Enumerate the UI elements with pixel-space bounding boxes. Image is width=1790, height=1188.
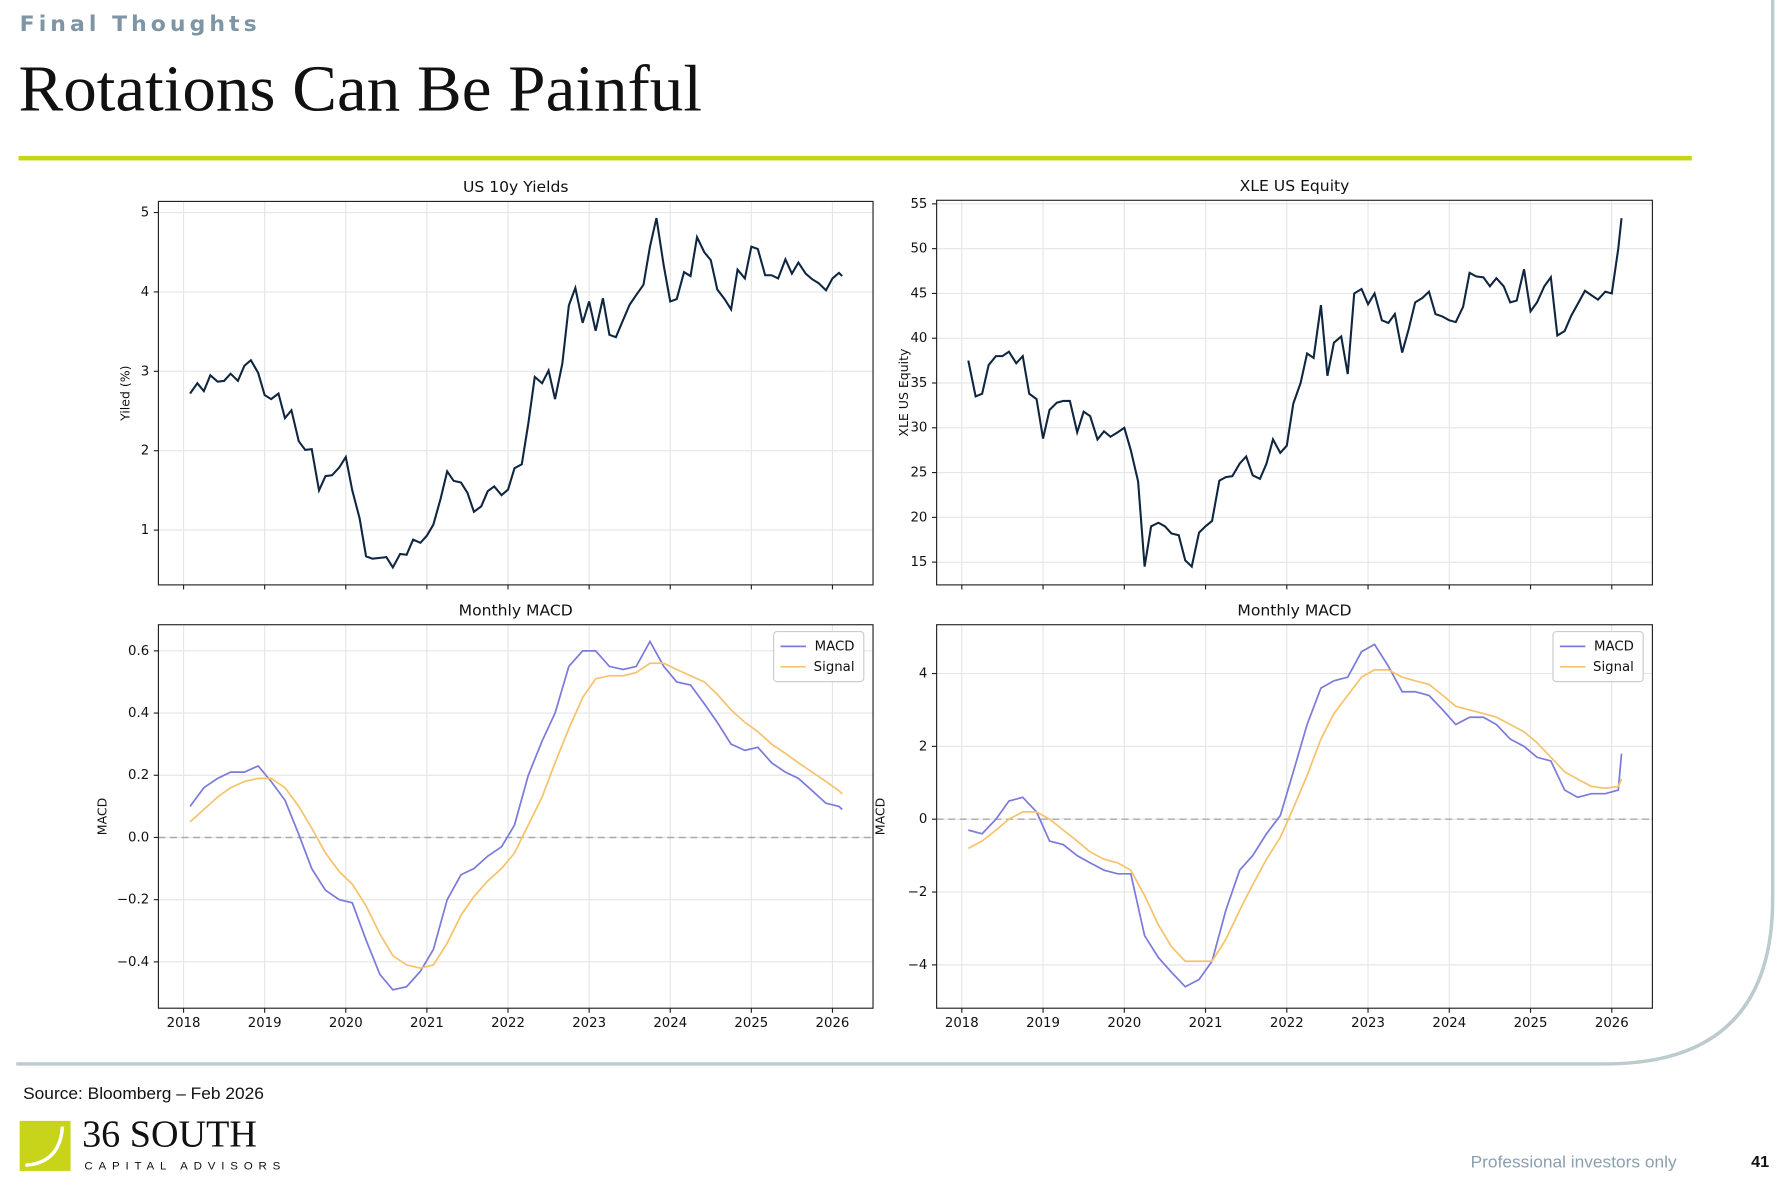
x-tick-label: 2019 bbox=[1026, 1016, 1060, 1031]
x-tick-label: 2022 bbox=[1270, 1016, 1304, 1031]
logo-name: 36 SOUTH bbox=[82, 1114, 257, 1156]
legend-label: Signal bbox=[1593, 660, 1634, 675]
y-tick-label: 40 bbox=[910, 331, 927, 346]
y-tick-label: 45 bbox=[910, 286, 927, 301]
y-tick-label: 30 bbox=[910, 421, 927, 436]
y-tick-label: 4 bbox=[141, 285, 149, 300]
y-tick-label: 55 bbox=[910, 197, 927, 212]
plot-frame bbox=[936, 624, 1653, 1009]
x-tick-label: 2019 bbox=[248, 1016, 282, 1031]
y-tick-label: 50 bbox=[910, 242, 927, 257]
y-tick-label: 1 bbox=[141, 523, 149, 538]
y-tick-label: 2 bbox=[919, 739, 927, 754]
series-line bbox=[189, 662, 843, 969]
x-tick-label: 2023 bbox=[572, 1016, 606, 1031]
plot-area bbox=[158, 201, 874, 585]
chart-title: Monthly MACD bbox=[459, 602, 573, 620]
x-tick-label: 2024 bbox=[653, 1016, 687, 1031]
x-tick-label: 2018 bbox=[945, 1016, 979, 1031]
y-tick-label: 5 bbox=[141, 206, 149, 221]
y-tick-label: −0.2 bbox=[117, 893, 149, 908]
plot-frame bbox=[157, 200, 874, 586]
series-line bbox=[189, 639, 843, 991]
x-tick-label: 2020 bbox=[1107, 1016, 1141, 1031]
chart-title: Monthly MACD bbox=[1237, 602, 1351, 620]
source-note: Source: Bloomberg – Feb 2026 bbox=[23, 1083, 264, 1103]
slide-title: Rotations Can Be Painful bbox=[19, 53, 702, 125]
y-tick-label: 0.4 bbox=[128, 706, 149, 721]
series-line bbox=[189, 217, 843, 570]
y-axis-label: MACD bbox=[94, 798, 109, 836]
series-line bbox=[967, 218, 1623, 569]
legend-box bbox=[1552, 630, 1644, 683]
chart-title: US 10y Yields bbox=[463, 178, 569, 196]
frame-border bbox=[16, 0, 1775, 1066]
y-tick-label: −4 bbox=[908, 958, 928, 973]
x-tick-label: 2025 bbox=[1514, 1016, 1548, 1031]
y-tick-label: 15 bbox=[910, 555, 927, 570]
y-tick-label: 2 bbox=[141, 444, 149, 459]
series-line bbox=[967, 669, 1623, 963]
y-tick-label: 35 bbox=[910, 376, 927, 391]
x-tick-label: 2021 bbox=[1189, 1016, 1223, 1031]
x-tick-label: 2023 bbox=[1351, 1016, 1385, 1031]
x-tick-label: 2025 bbox=[734, 1016, 768, 1031]
y-tick-label: 0 bbox=[919, 812, 927, 827]
plot-frame bbox=[936, 199, 1653, 586]
x-tick-label: 2024 bbox=[1432, 1016, 1466, 1031]
y-tick-label: 4 bbox=[919, 667, 927, 682]
y-tick-label: 0.6 bbox=[128, 644, 149, 659]
chart-title: XLE US Equity bbox=[1240, 177, 1350, 195]
x-tick-label: 2026 bbox=[1595, 1016, 1629, 1031]
legend-label: MACD bbox=[1594, 639, 1634, 654]
legend-label: Signal bbox=[814, 660, 855, 675]
title-rule bbox=[18, 155, 1692, 161]
logo-curve bbox=[25, 1126, 65, 1167]
y-axis-label: MACD bbox=[873, 798, 888, 836]
plot-frame bbox=[157, 624, 874, 1009]
x-tick-label: 2026 bbox=[816, 1016, 850, 1031]
series-line bbox=[968, 643, 1623, 988]
y-tick-label: 0.2 bbox=[128, 768, 149, 783]
x-tick-label: 2022 bbox=[491, 1016, 525, 1031]
legend-label: MACD bbox=[815, 639, 855, 654]
y-axis-label: XLE US Equity bbox=[896, 348, 911, 437]
y-tick-label: 25 bbox=[910, 466, 927, 481]
x-tick-label: 2020 bbox=[329, 1016, 363, 1031]
y-tick-label: 0.0 bbox=[128, 831, 149, 846]
y-tick-label: −0.4 bbox=[117, 955, 149, 970]
page-number: 41 bbox=[1751, 1153, 1769, 1171]
x-tick-label: 2018 bbox=[167, 1016, 201, 1031]
plot-area bbox=[936, 200, 1653, 585]
legend-box bbox=[773, 630, 865, 683]
y-tick-label: 20 bbox=[910, 510, 927, 525]
plot-area bbox=[936, 624, 1653, 1009]
y-tick-label: −2 bbox=[908, 885, 928, 900]
y-tick-label: 3 bbox=[141, 364, 149, 379]
disclaimer: Professional investors only bbox=[1471, 1152, 1677, 1172]
section-label: Final Thoughts bbox=[20, 12, 261, 37]
x-tick-label: 2021 bbox=[410, 1016, 444, 1031]
y-axis-label: Yiled (%) bbox=[117, 365, 132, 421]
plot-area bbox=[158, 624, 874, 1009]
logo-tagline: CAPITAL ADVISORS bbox=[84, 1160, 286, 1172]
